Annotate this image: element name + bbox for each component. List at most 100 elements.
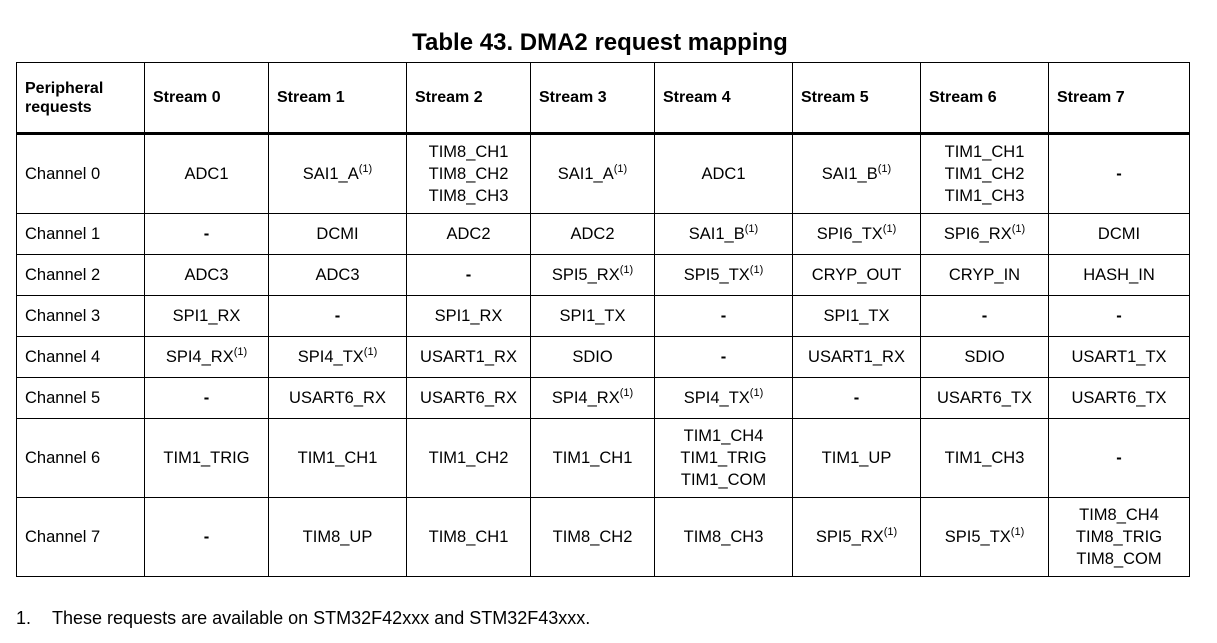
header-stream-5: Stream 5 bbox=[792, 62, 921, 135]
mapping-cell: ADC2 bbox=[406, 213, 531, 255]
cell-line: SPI5_RX(1) bbox=[537, 264, 648, 286]
request-name: DCMI bbox=[1097, 225, 1141, 243]
cell-line: TIM1_CH2 bbox=[413, 447, 524, 469]
table-header-row: Peripheral requests Stream 0 Stream 1 St… bbox=[16, 62, 1190, 135]
footnote-ref: (1) bbox=[877, 163, 892, 175]
mapping-cell: USART6_RX bbox=[406, 377, 531, 419]
request-name: SPI6_RX bbox=[943, 225, 1012, 243]
cell-line: ADC1 bbox=[151, 163, 262, 185]
cell-line: HASH_IN bbox=[1055, 264, 1183, 286]
request-name: TIM8_CH1 bbox=[428, 528, 509, 546]
cell-line: TIM1_COM bbox=[661, 469, 786, 491]
cell-line: USART6_TX bbox=[927, 387, 1042, 409]
request-name: TIM1_CH3 bbox=[944, 187, 1025, 205]
cell-line: SAI1_B(1) bbox=[799, 163, 914, 185]
row-label: Channel 3 bbox=[16, 295, 145, 337]
mapping-cell: SPI6_TX(1) bbox=[792, 213, 921, 255]
mapping-cell: USART6_TX bbox=[1048, 377, 1190, 419]
table-row: Channel 1- DCMI ADC2 ADC2 SAI1_B(1) SPI6_TX(1… bbox=[16, 213, 1190, 255]
table-row: Channel 6 TIM1_TRIG TIM1_CH1 TIM1_CH2 TIM1_C… bbox=[16, 418, 1190, 498]
table-row: Channel 2 ADC3 ADC3- SPI5_RX(1) SPI5_TX(1) CR… bbox=[16, 254, 1190, 296]
request-name: SPI5_TX bbox=[944, 528, 1011, 546]
mapping-cell: - bbox=[920, 295, 1049, 337]
empty-dash: - bbox=[853, 389, 860, 407]
cell-line: TIM1_CH1 bbox=[927, 141, 1042, 163]
mapping-cell: - bbox=[144, 377, 269, 419]
mapping-cell: TIM1_TRIG bbox=[144, 418, 269, 498]
mapping-cell: SPI4_TX(1) bbox=[268, 336, 407, 378]
mapping-cell: CRYP_IN bbox=[920, 254, 1049, 296]
request-name: TIM1_CH4 bbox=[683, 427, 764, 445]
mapping-cell: SAI1_B(1) bbox=[654, 213, 793, 255]
header-stream-4: Stream 4 bbox=[654, 62, 793, 135]
cell-line: - bbox=[661, 346, 786, 368]
footnote-ref: (1) bbox=[749, 264, 764, 276]
header-peripheral-requests: Peripheral requests bbox=[16, 62, 145, 135]
cell-line: SAI1_A(1) bbox=[537, 163, 648, 185]
cell-line: TIM8_CH1 bbox=[413, 141, 524, 163]
cell-line: USART1_RX bbox=[799, 346, 914, 368]
cell-line: ADC3 bbox=[151, 264, 262, 286]
cell-line: SPI1_TX bbox=[799, 305, 914, 327]
request-name: CRYP_IN bbox=[948, 266, 1021, 284]
cell-line: TIM8_UP bbox=[275, 526, 400, 548]
footnote-ref: (1) bbox=[882, 223, 897, 235]
row-label: Channel 5 bbox=[16, 377, 145, 419]
cell-line: USART1_RX bbox=[413, 346, 524, 368]
cell-line: SAI1_B(1) bbox=[661, 223, 786, 245]
request-name: TIM8_CH2 bbox=[428, 165, 509, 183]
mapping-cell: SPI1_TX bbox=[530, 295, 655, 337]
header-stream-1: Stream 1 bbox=[268, 62, 407, 135]
mapping-cell: SAI1_A(1) bbox=[530, 133, 655, 214]
request-name: TIM1_CH2 bbox=[944, 165, 1025, 183]
cell-line: ADC3 bbox=[275, 264, 400, 286]
empty-dash: - bbox=[203, 389, 210, 407]
mapping-cell: HASH_IN bbox=[1048, 254, 1190, 296]
footnote-ref: (1) bbox=[749, 387, 764, 399]
cell-line: TIM1_CH2 bbox=[927, 163, 1042, 185]
empty-dash: - bbox=[981, 307, 988, 325]
footnote-ref: (1) bbox=[883, 526, 898, 538]
cell-line: - bbox=[1055, 163, 1183, 185]
cell-line: SPI4_RX(1) bbox=[537, 387, 648, 409]
empty-dash: - bbox=[1116, 307, 1122, 325]
cell-line: TIM8_CH2 bbox=[537, 526, 648, 548]
request-name: TIM1_CH1 bbox=[297, 449, 378, 467]
cell-line: TIM8_CH3 bbox=[413, 185, 524, 207]
cell-line: - bbox=[413, 264, 524, 286]
cell-line: CRYP_IN bbox=[927, 264, 1042, 286]
request-name: TIM8_COM bbox=[1076, 550, 1162, 568]
mapping-cell: CRYP_OUT bbox=[792, 254, 921, 296]
cell-line: TIM1_UP bbox=[799, 447, 914, 469]
cell-line: - bbox=[799, 387, 914, 409]
header-stream-6: Stream 6 bbox=[920, 62, 1049, 135]
request-name: USART6_TX bbox=[1071, 389, 1167, 407]
mapping-cell: SAI1_B(1) bbox=[792, 133, 921, 214]
footnote-ref: (1) bbox=[1010, 526, 1025, 538]
request-name: SAI1_B bbox=[821, 165, 878, 183]
request-name: TIM1_CH1 bbox=[944, 143, 1025, 161]
mapping-cell: SDIO bbox=[920, 336, 1049, 378]
mapping-cell: TIM8_CH3 bbox=[654, 497, 793, 577]
mapping-cell: ADC2 bbox=[530, 213, 655, 255]
cell-line: TIM1_TRIG bbox=[151, 447, 262, 469]
row-label: Channel 0 bbox=[16, 133, 145, 214]
header-stream-7: Stream 7 bbox=[1048, 62, 1190, 135]
cell-line: SPI4_TX(1) bbox=[275, 346, 400, 368]
request-name: SAI1_B bbox=[688, 225, 745, 243]
empty-dash: - bbox=[334, 307, 341, 325]
table-body: Channel 0 ADC1 SAI1_A(1) TIM8_CH1 TIM8_CH2 TI… bbox=[16, 133, 1190, 577]
mapping-cell: SPI5_TX(1) bbox=[920, 497, 1049, 577]
cell-line: - bbox=[927, 305, 1042, 327]
mapping-cell: DCMI bbox=[1048, 213, 1190, 255]
mapping-cell: USART1_TX bbox=[1048, 336, 1190, 378]
mapping-cell: SPI1_TX bbox=[792, 295, 921, 337]
header-stream-3: Stream 3 bbox=[530, 62, 655, 135]
cell-line: TIM1_CH3 bbox=[927, 447, 1042, 469]
request-name: USART1_RX bbox=[420, 348, 517, 366]
header-stream-2: Stream 2 bbox=[406, 62, 531, 135]
mapping-cell: SPI4_TX(1) bbox=[654, 377, 793, 419]
mapping-cell: - bbox=[144, 213, 269, 255]
mapping-cell: ADC3 bbox=[268, 254, 407, 296]
footnote-ref: (1) bbox=[233, 346, 248, 358]
